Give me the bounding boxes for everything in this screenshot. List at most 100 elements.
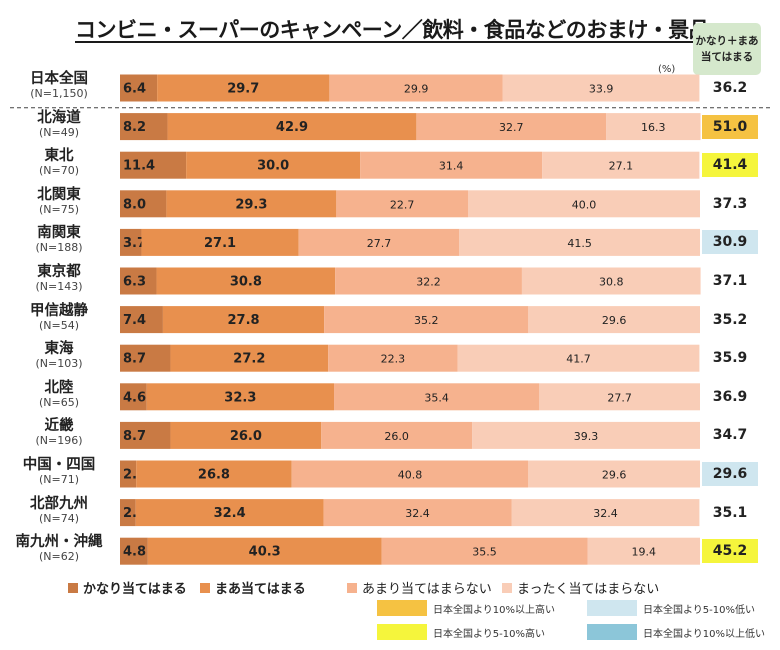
note-low10: 日本全国より10%以上低い [587,624,765,640]
row-name: 甲信越静 [30,302,88,319]
bar-segment-maa [136,460,292,488]
row-sample-size: (N=74) [38,511,80,525]
total-value: 51.0 [702,114,758,139]
row-name: 北部九州 [30,495,88,512]
bar-segment-amari [381,537,588,565]
data-label-kanari: 4.8 [123,545,146,560]
row-label: 東海 (N=103) [8,341,110,370]
row-label: 北部九州 (N=74) [8,496,110,525]
total-value: 37.1 [712,273,748,289]
data-label-kanari: 8.0 [123,197,146,212]
data-label-mattaku: 29.6 [602,469,627,482]
row-sample-size: (N=70) [38,164,80,178]
row-name: 南関東 [37,225,81,242]
bar-segment-mattaku [528,306,700,334]
data-label-kanari: 8.2 [123,120,146,135]
legend-label-maa: まあ当てはまる [215,582,306,597]
note-swatch-low5 [587,600,637,616]
row-sample-size: (N=49) [38,125,80,139]
bar-segment-kanari [120,460,137,488]
data-label-mattaku: 32.4 [593,507,618,520]
data-label-maa: 32.4 [214,506,246,521]
bar-segment-maa [141,228,299,256]
highlight-legend: 日本全国より10%以上高い 日本全国より5-10%低い 日本全国より5-10%高… [377,600,777,646]
data-label-kanari: 6.3 [123,275,146,290]
bar-segment-maa [147,537,382,565]
row-sample-size: (N=65) [38,395,80,409]
data-label-mattaku: 16.3 [641,121,666,134]
bar-segment-kanari [120,151,187,179]
total-value: 35.9 [712,350,748,367]
total-value: 41.4 [702,153,758,178]
legend-swatch-amari [347,582,357,593]
bar-segment-maa [156,267,336,295]
data-label-kanari: 11.4 [123,159,155,174]
row-label: 南九州・沖縄 (N=62) [8,534,110,563]
data-label-amari: 31.4 [439,160,464,173]
data-label-mattaku: 27.7 [607,391,632,404]
bar-segment-amari [321,421,473,449]
legend-swatch-kanari [68,582,78,593]
row-name: 北陸 [44,379,74,396]
bar-segment-kanari [120,74,158,102]
bar-segment-mattaku [606,113,701,141]
data-label-kanari: 8.7 [123,429,146,444]
bar-segment-mattaku [511,499,700,527]
bar-segment-kanari [120,383,147,411]
data-label-amari: 35.4 [424,391,449,404]
row-sample-size: (N=75) [38,202,80,216]
data-label-maa: 27.2 [233,352,265,367]
bar-segment-amari [291,460,529,488]
bar-segment-amari [328,344,458,372]
bar-segment-amari [335,267,522,295]
data-label-kanari: 3.7 [123,236,146,251]
bar-segment-maa [162,306,325,334]
bar-segment-maa [186,151,361,179]
bar-segment-amari [324,306,529,334]
data-label-amari: 29.9 [404,83,429,96]
bar-segment-amari [323,499,512,527]
bar-segment-maa [170,421,322,449]
data-label-kanari: 6.4 [123,82,146,97]
data-label-amari: 32.4 [405,507,430,520]
data-label-maa: 42.9 [276,120,308,135]
bar-segment-kanari [120,421,171,449]
row-name: 近畿 [44,418,74,435]
bar-segment-mattaku [472,421,700,449]
total-value: 36.9 [712,388,748,405]
row-name: 東海 [44,341,74,358]
note-swatch-low10 [587,624,637,640]
bar-segment-amari [336,190,468,218]
note-swatch-high5 [377,624,427,640]
bar-segment-kanari [120,306,163,334]
legend-label-amari: あまり当てはまらない [362,582,492,597]
total-column-header: かなり＋まあ 当てはまる [693,23,761,75]
data-label-mattaku: 39.3 [574,430,599,443]
bar-segment-kanari [120,499,136,527]
row-sample-size: (N=188) [35,241,83,255]
bar-segment-maa [135,499,324,527]
data-label-maa: 29.3 [235,197,267,212]
data-label-amari: 32.2 [416,276,441,289]
total-value: 30.9 [702,230,758,255]
row-name: 北海道 [37,109,81,126]
row-label: 近畿 (N=196) [8,418,110,447]
row-label: 日本全国 (N=1,150) [8,71,110,100]
data-label-mattaku: 27.1 [609,160,634,173]
data-label-maa: 32.3 [224,390,256,405]
row-sample-size: (N=196) [35,434,83,448]
bar-segment-maa [146,383,335,411]
data-label-maa: 30.8 [230,275,262,290]
data-label-amari: 27.7 [367,237,392,250]
note-low5: 日本全国より5-10%低い [587,600,755,616]
bar-segment-mattaku [459,228,700,256]
total-value: 35.1 [712,504,748,521]
total-value: 37.3 [712,195,748,212]
data-label-mattaku: 19.4 [631,546,656,559]
total-value: 45.2 [702,539,758,564]
chart-title: コンビニ・スーパーのキャンペーン／飲料・食品などのおまけ・景品 [75,18,710,42]
row-label: 北海道 (N=49) [8,110,110,139]
row-label: 東北 (N=70) [8,148,110,177]
bar-segment-kanari [120,537,148,565]
bar-segment-amari [298,228,460,256]
